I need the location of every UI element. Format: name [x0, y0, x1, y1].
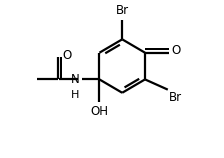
Text: Br: Br — [169, 91, 183, 104]
Text: OH: OH — [90, 105, 108, 118]
Text: O: O — [171, 44, 181, 57]
Text: Br: Br — [116, 3, 129, 17]
Text: O: O — [63, 49, 72, 62]
Text: H: H — [71, 90, 80, 100]
Text: N: N — [71, 73, 80, 86]
